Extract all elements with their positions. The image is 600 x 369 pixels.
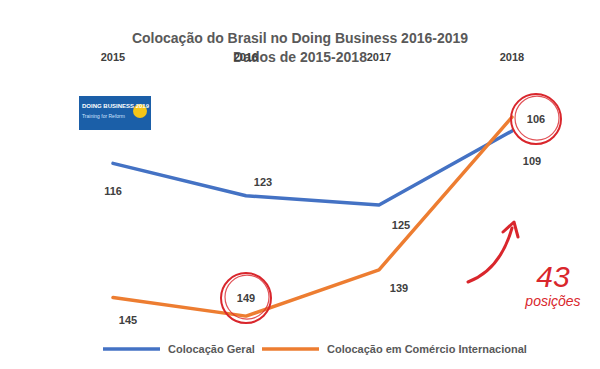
highlight-circle [511,94,561,144]
legend-swatch [262,347,319,351]
arrow-shaft [468,228,512,282]
data-label: 125 [392,219,410,231]
chart: Colocação do Brasil no Doing Business 20… [0,0,600,369]
legend-swatch [103,347,160,351]
data-label: 116 [104,185,122,197]
data-label: 149 [237,292,255,304]
x-tick-label: 2016 [234,51,258,63]
arrow-head [503,222,518,237]
logo-text: DOING BUSINESS 2019 [82,103,150,109]
annotation: 43 [536,260,570,293]
data-label: 145 [119,314,137,326]
data-label: 106 [527,113,545,125]
legend-item: Colocação em Comércio Internacional [262,343,527,355]
x-tick-label: 2015 [101,51,125,63]
highlight-ring [515,96,559,140]
logo-text: Training for Reform [82,113,125,119]
data-label: 139 [390,282,408,294]
annotation: posições [524,293,580,309]
plot-area [113,117,512,316]
highlight-ring [225,275,269,319]
highlight-ring [511,94,561,144]
x-tick-label: 2017 [367,51,391,63]
series-line [113,131,512,205]
data-label: 109 [523,155,541,167]
x-tick-label: 2018 [500,51,524,63]
series-line [113,117,512,316]
highlight-ring [221,273,271,323]
data-label: 123 [254,176,272,188]
title: Colocação do Brasil no Doing Business 20… [132,30,468,46]
logo: DOING BUSINESS 2019 Training for Reform [78,95,152,149]
logo-background [79,96,151,130]
legend-label: Colocação Geral [168,343,255,355]
legend-label: Colocação em Comércio Internacional [327,343,527,355]
subtitle: Dados de 2015-2018 [233,49,367,65]
highlight-circle [221,273,271,323]
legend-item: Colocação Geral [103,343,255,355]
logo-frame [78,95,152,149]
annotation-arrow [468,222,518,282]
